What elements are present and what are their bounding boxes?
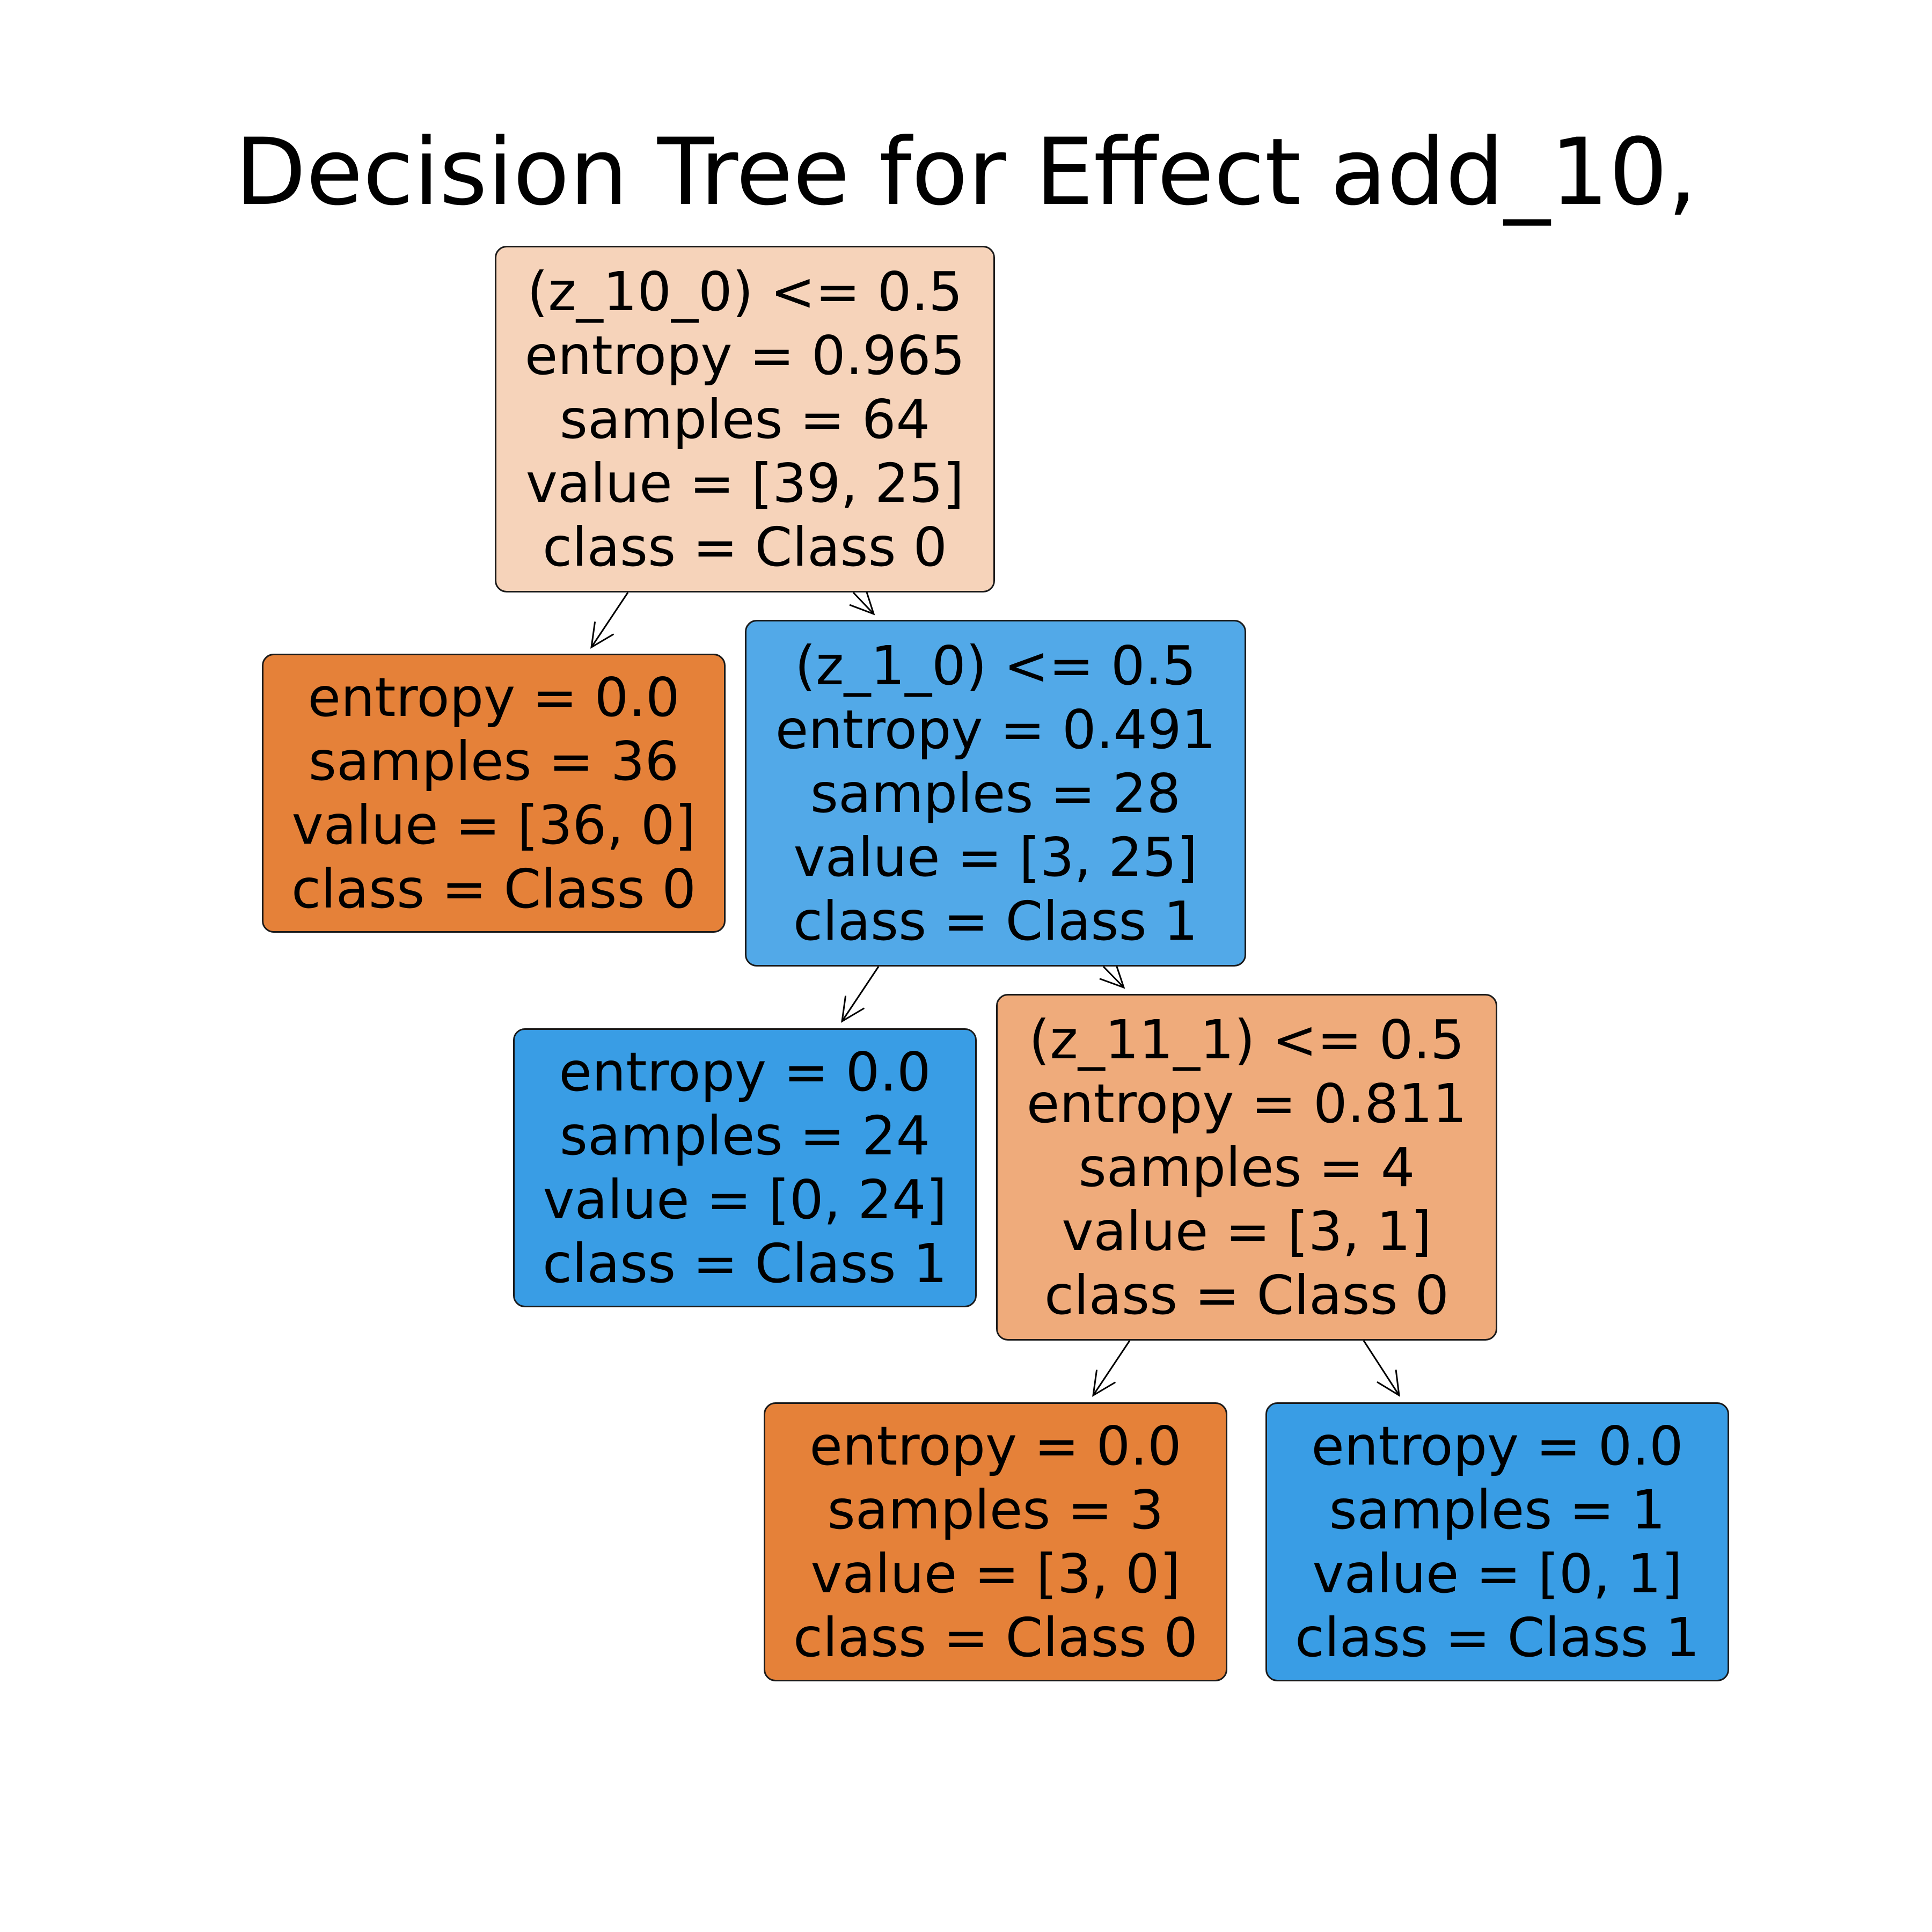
- node-text-line: samples = 28: [810, 762, 1181, 825]
- node-text-line: (z_1_0) <= 0.5: [795, 634, 1196, 697]
- tree-node-n0: (z_10_0) <= 0.5 entropy = 0.965 samples = …: [495, 246, 995, 592]
- edge-n4-n5: [1092, 1340, 1131, 1397]
- node-text-line: samples = 3: [827, 1479, 1164, 1541]
- node-text-line: entropy = 0.0: [559, 1041, 931, 1103]
- node-text-line: value = [3, 25]: [793, 825, 1198, 889]
- node-text-line: value = [3, 0]: [810, 1542, 1181, 1605]
- node-text-line: samples = 64: [559, 387, 931, 451]
- node-text-line: samples = 4: [1078, 1136, 1415, 1199]
- node-text-line: class = Class 1: [1294, 1606, 1700, 1669]
- node-text-line: class = Class 1: [793, 889, 1198, 953]
- node-text-line: entropy = 0.811: [1026, 1072, 1467, 1135]
- node-text-line: value = [3, 1]: [1062, 1199, 1432, 1263]
- node-text-line: entropy = 0.0: [308, 666, 680, 729]
- edge-n2-n3: [841, 966, 880, 1023]
- node-text-line: (z_10_0) <= 0.5: [527, 260, 963, 323]
- node-text-line: class = Class 0: [291, 858, 697, 920]
- tree-node-n6: entropy = 0.0 samples = 1 value = [0, 1] cl…: [1265, 1402, 1729, 1681]
- edge-n0-n2: [849, 589, 875, 616]
- node-text-line: (z_11_1) <= 0.5: [1029, 1008, 1465, 1071]
- edge-n2-n4: [1099, 962, 1125, 989]
- tree-node-n1: entropy = 0.0 samples = 36 value = [36, 0]…: [262, 654, 726, 933]
- node-text-line: class = Class 0: [542, 515, 948, 579]
- node-text-line: samples = 1: [1329, 1479, 1666, 1541]
- edge-n4-n6: [1363, 1340, 1400, 1397]
- tree-node-n4: (z_11_1) <= 0.5 entropy = 0.811 samples = …: [996, 994, 1497, 1341]
- node-text-line: class = Class 0: [793, 1606, 1198, 1669]
- node-text-line: samples = 24: [559, 1104, 931, 1167]
- edge-n0-n1: [590, 592, 629, 649]
- node-text-line: entropy = 0.0: [1311, 1415, 1684, 1477]
- tree-node-n3: entropy = 0.0 samples = 24 value = [0, 24]…: [513, 1028, 977, 1307]
- node-text-line: class = Class 1: [542, 1232, 948, 1295]
- node-text-line: class = Class 0: [1044, 1263, 1450, 1327]
- node-text-line: value = [0, 1]: [1312, 1542, 1682, 1605]
- node-text-line: entropy = 0.965: [524, 324, 965, 387]
- node-text-line: entropy = 0.0: [809, 1415, 1182, 1477]
- node-text-line: value = [39, 25]: [525, 451, 964, 515]
- tree-node-n2: (z_1_0) <= 0.5 entropy = 0.491 samples = 2…: [745, 620, 1246, 967]
- diagram-title: Decision Tree for Effect add_10,: [235, 118, 1697, 226]
- node-text-line: value = [0, 24]: [543, 1168, 947, 1231]
- tree-node-n5: entropy = 0.0 samples = 3 value = [3, 0] cl…: [764, 1402, 1227, 1681]
- node-text-line: samples = 36: [308, 730, 679, 793]
- node-text-line: value = [36, 0]: [291, 794, 696, 857]
- node-text-line: entropy = 0.491: [775, 698, 1216, 761]
